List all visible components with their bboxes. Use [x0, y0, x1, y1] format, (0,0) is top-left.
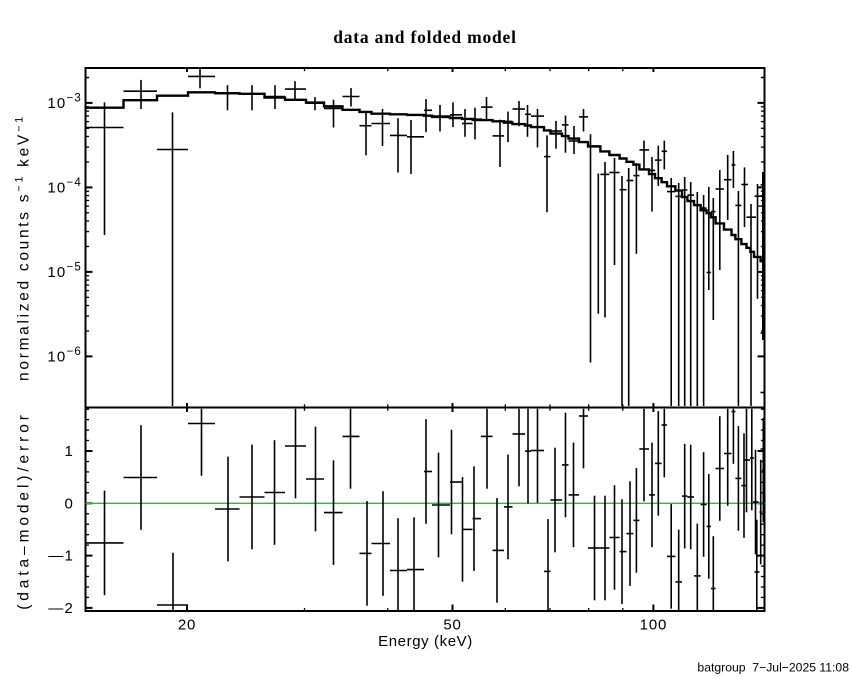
- svg-text:—1: —1: [48, 548, 74, 565]
- svg-text:1: 1: [64, 443, 74, 460]
- svg-text:100: 100: [640, 617, 667, 634]
- svg-text:batgroup 7−Jul−2025 11:08: batgroup 7−Jul−2025 11:08: [697, 661, 849, 675]
- svg-text:Energy (keV): Energy (keV): [378, 633, 473, 650]
- svg-text:50: 50: [443, 617, 461, 634]
- svg-text:(data–model)/error: (data–model)/error: [16, 411, 33, 610]
- svg-text:20: 20: [178, 617, 196, 634]
- svg-text:0: 0: [64, 495, 74, 512]
- svg-text:—2: —2: [48, 600, 74, 617]
- svg-text:data and folded model: data and folded model: [333, 27, 517, 47]
- svg-text:normalized counts s−1 keV−1: normalized counts s−1 keV−1: [14, 114, 33, 381]
